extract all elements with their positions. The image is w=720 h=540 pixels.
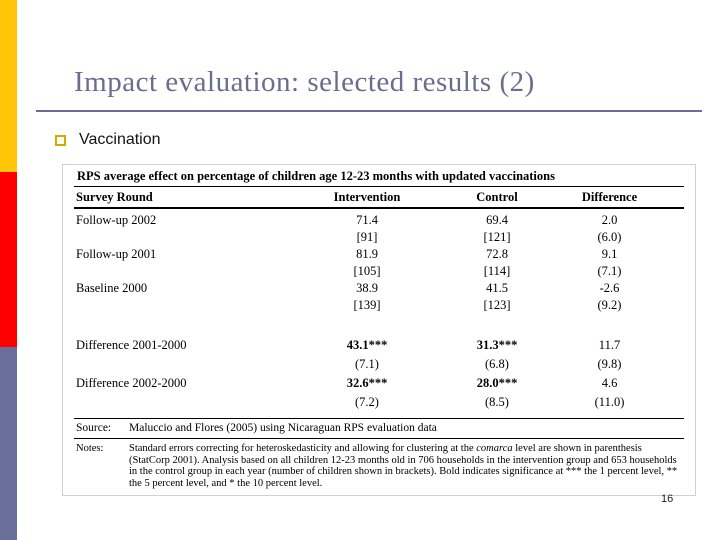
- bullet-square-icon: [55, 134, 66, 146]
- column-header-survey-round: Survey Round: [76, 190, 153, 204]
- cell-control-se: (6.8): [485, 357, 509, 371]
- source-text: Maluccio and Flores (2005) using Nicarag…: [129, 422, 437, 434]
- table-row-difference: Difference 2002-2000 32.6*** 28.0*** 4.6: [74, 374, 684, 393]
- cell-control: 69.4: [486, 213, 508, 227]
- cell-control: 72.8: [486, 247, 508, 261]
- cell-difference: 11.7: [598, 338, 621, 352]
- cell-control: 31.3***: [476, 338, 518, 352]
- cell-intervention-n: [91]: [356, 230, 378, 244]
- cell-difference-se: (9.2): [597, 298, 622, 312]
- cell-difference-se: (11.0): [594, 395, 625, 409]
- cell-control-n: [114]: [483, 264, 511, 278]
- cell-intervention-se: (7.1): [355, 357, 379, 371]
- cell-control-n: [121]: [483, 230, 511, 244]
- slide-accent-bar: [0, 0, 17, 540]
- accent-bar-slate: [0, 347, 17, 540]
- cell-control-se: (8.5): [485, 395, 509, 409]
- table-row-subline: (7.1) (6.8) (9.8): [74, 355, 684, 374]
- column-header-control: Control: [476, 190, 518, 204]
- results-table: RPS average effect on percentage of chil…: [62, 164, 696, 496]
- cell-difference: -2.6: [599, 281, 620, 295]
- bullet-item-vaccination: Vaccination: [55, 131, 161, 149]
- cell-difference-se: (7.1): [597, 264, 622, 278]
- cell-control: 28.0***: [476, 376, 518, 390]
- notes-row: Notes: Standard errors correcting for he…: [74, 439, 684, 495]
- cell-intervention: 81.9: [356, 247, 378, 261]
- cell-intervention-se: (7.2): [355, 395, 379, 409]
- column-header-intervention: Intervention: [333, 190, 401, 204]
- cell-intervention-n: [105]: [353, 264, 381, 278]
- table-header-row: Survey Round Intervention Control Differ…: [74, 187, 684, 209]
- table-row: Baseline 2000 38.9 41.5 -2.6: [74, 280, 684, 297]
- cell-difference-se: (9.8): [597, 357, 622, 371]
- table-row-subline: (7.2) (8.5) (11.0): [74, 393, 684, 412]
- notes-label: Notes:: [76, 443, 104, 454]
- page-number: 16: [661, 493, 674, 505]
- cell-difference-se: (6.0): [597, 230, 622, 244]
- source-row: Source: Maluccio and Flores (2005) using…: [74, 419, 684, 438]
- cell-difference: 2.0: [601, 213, 618, 227]
- cell-intervention: 43.1***: [346, 338, 388, 352]
- cell-control: 41.5: [486, 281, 508, 295]
- bullet-label: Vaccination: [79, 131, 161, 148]
- table-row-subline: [139] [123] (9.2): [74, 297, 684, 314]
- notes-text: Standard errors correcting for heteroske…: [129, 443, 684, 489]
- title-underline: [36, 110, 702, 112]
- source-label: Source:: [76, 422, 112, 434]
- source-notes-divider: [74, 438, 684, 439]
- table-title: RPS average effect on percentage of chil…: [74, 165, 684, 187]
- slide-title: Impact evaluation: selected results (2): [74, 66, 535, 98]
- cell-intervention: 38.9: [356, 281, 378, 295]
- cell-intervention: 71.4: [356, 213, 378, 227]
- table-body: Follow-up 2002 71.4 69.4 2.0 [91] [121] …: [74, 209, 684, 412]
- table-row-subline: [91] [121] (6.0): [74, 229, 684, 246]
- row-label: Baseline 2000: [76, 281, 148, 295]
- column-header-difference: Difference: [581, 190, 638, 204]
- row-label: Follow-up 2001: [76, 247, 157, 261]
- row-label: Difference 2002-2000: [76, 376, 187, 390]
- notes-part1: Standard errors correcting for heteroske…: [129, 443, 477, 454]
- notes-part2: level are shown in parenthesis (StatCorp…: [129, 443, 678, 489]
- accent-bar-red: [0, 172, 17, 347]
- row-label: Follow-up 2002: [76, 213, 157, 227]
- table-spacer: [74, 314, 684, 336]
- table-row-difference: Difference 2001-2000 43.1*** 31.3*** 11.…: [74, 336, 684, 355]
- table-row-subline: [105] [114] (7.1): [74, 263, 684, 280]
- table-bottom-rule: [74, 418, 684, 419]
- table-row: Follow-up 2002 71.4 69.4 2.0: [74, 212, 684, 229]
- row-label: Difference 2001-2000: [76, 338, 187, 352]
- notes-comarca: comarca: [476, 443, 513, 454]
- cell-intervention-n: [139]: [353, 298, 381, 312]
- cell-intervention: 32.6***: [346, 376, 388, 390]
- cell-control-n: [123]: [483, 298, 511, 312]
- cell-difference: 9.1: [601, 247, 618, 261]
- cell-difference: 4.6: [601, 376, 618, 390]
- table-row: Follow-up 2001 81.9 72.8 9.1: [74, 246, 684, 263]
- accent-bar-yellow: [0, 0, 17, 172]
